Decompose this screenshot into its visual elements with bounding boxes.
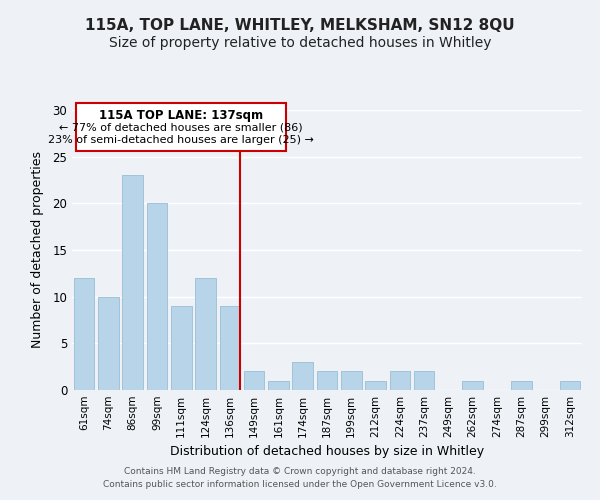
- Bar: [98, 296, 119, 390]
- Bar: [268, 380, 289, 390]
- Bar: [146, 204, 167, 390]
- Bar: [414, 372, 434, 390]
- Bar: [244, 372, 265, 390]
- Bar: [122, 176, 143, 390]
- Bar: [195, 278, 216, 390]
- Bar: [292, 362, 313, 390]
- Text: 115A, TOP LANE, WHITLEY, MELKSHAM, SN12 8QU: 115A, TOP LANE, WHITLEY, MELKSHAM, SN12 …: [85, 18, 515, 32]
- Text: Contains HM Land Registry data © Crown copyright and database right 2024.: Contains HM Land Registry data © Crown c…: [124, 467, 476, 476]
- Bar: [560, 380, 580, 390]
- Bar: [317, 372, 337, 390]
- Bar: [511, 380, 532, 390]
- Bar: [220, 306, 240, 390]
- X-axis label: Distribution of detached houses by size in Whitley: Distribution of detached houses by size …: [170, 446, 484, 458]
- Text: 115A TOP LANE: 137sqm: 115A TOP LANE: 137sqm: [98, 109, 263, 122]
- FancyBboxPatch shape: [76, 102, 286, 151]
- Bar: [74, 278, 94, 390]
- Bar: [389, 372, 410, 390]
- Text: 23% of semi-detached houses are larger (25) →: 23% of semi-detached houses are larger (…: [48, 135, 314, 145]
- Bar: [463, 380, 483, 390]
- Bar: [365, 380, 386, 390]
- Bar: [341, 372, 362, 390]
- Text: Contains public sector information licensed under the Open Government Licence v3: Contains public sector information licen…: [103, 480, 497, 489]
- Text: Size of property relative to detached houses in Whitley: Size of property relative to detached ho…: [109, 36, 491, 50]
- Y-axis label: Number of detached properties: Number of detached properties: [31, 152, 44, 348]
- Text: ← 77% of detached houses are smaller (86): ← 77% of detached houses are smaller (86…: [59, 122, 302, 132]
- Bar: [171, 306, 191, 390]
